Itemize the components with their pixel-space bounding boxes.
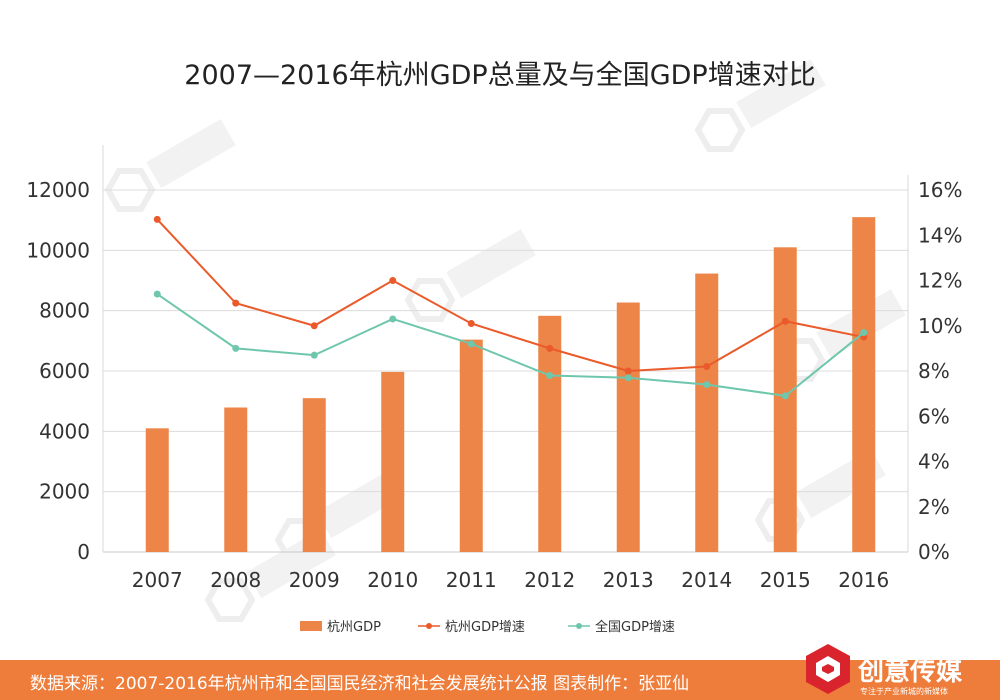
line-national-growth <box>156 293 865 397</box>
watermark-icon <box>694 59 826 153</box>
x-tick-label: 2015 <box>760 568 811 592</box>
right-tick-label: 4% <box>918 450 950 474</box>
brand-name: 创意传媒 <box>857 656 963 687</box>
point-2012 <box>546 344 554 352</box>
x-tick-label: 2016 <box>838 568 889 592</box>
line-series <box>153 215 868 400</box>
brand-mark-icon <box>806 644 850 694</box>
right-tick-label: 2% <box>918 495 950 519</box>
point-2015 <box>781 317 789 325</box>
bar-series <box>145 217 876 553</box>
x-tick-label: 2007 <box>132 568 183 592</box>
point-2014 <box>703 362 711 370</box>
right-tick-label: 14% <box>918 223 962 247</box>
watermark-icon <box>104 119 236 213</box>
left-tick-label: 8000 <box>39 299 90 323</box>
point-2011 <box>467 340 475 348</box>
x-tick-label: 2010 <box>367 568 418 592</box>
x-axis: 2007 2008 2009 2010 2011 2012 2013 2014 2015 2016 <box>132 568 889 592</box>
source-note: 数据来源：2007-2016年杭州市和全国国民经济和社会发展统计公报 图表制作：… <box>30 674 690 694</box>
point-2010 <box>389 315 397 323</box>
bar-2008 <box>224 407 248 552</box>
legend-label: 杭州GDP <box>327 620 381 635</box>
point-2012 <box>546 372 554 380</box>
point-2009 <box>310 322 318 330</box>
point-2016 <box>860 329 868 337</box>
bar-2015 <box>773 247 797 553</box>
right-tick-label: 12% <box>918 269 962 293</box>
point-2008 <box>232 344 240 352</box>
legend-marker <box>576 623 582 629</box>
point-2007 <box>153 215 161 223</box>
bar-2011 <box>459 339 483 552</box>
legend-item: 杭州GDP <box>300 620 381 635</box>
left-tick-label: 12000 <box>26 178 90 202</box>
bar-2014 <box>695 273 719 552</box>
right-tick-label: 8% <box>918 359 950 383</box>
brand-slogan: 专注于产业新城的新媒体 <box>860 686 948 696</box>
right-tick-label: 0% <box>918 540 950 564</box>
right-tick-label: 10% <box>918 314 962 338</box>
right-tick-label: 16% <box>918 178 962 202</box>
point-2007 <box>153 290 161 298</box>
right-tick-label: 6% <box>918 404 950 428</box>
left-tick-label: 4000 <box>39 419 90 443</box>
x-tick-label: 2011 <box>446 568 497 592</box>
bar-2016 <box>852 217 876 552</box>
left-tick-label: 6000 <box>39 359 90 383</box>
line-hangzhou-growth <box>156 218 864 373</box>
left-tick-label: 0 <box>77 540 90 564</box>
legend-item: 全国GDP增速 <box>568 619 675 635</box>
bar-2009 <box>302 398 326 552</box>
point-2015 <box>781 392 789 400</box>
point-2009 <box>310 351 318 359</box>
x-tick-label: 2012 <box>524 568 575 592</box>
brand-logo: 创意传媒 专注于产业新城的新媒体 <box>800 644 1000 700</box>
left-tick-label: 2000 <box>39 480 90 504</box>
legend-marker <box>426 623 432 629</box>
bar-2007 <box>145 428 169 552</box>
legend-label: 全国GDP增速 <box>595 619 675 635</box>
legend-label: 杭州GDP增速 <box>445 620 525 635</box>
legend-item: 杭州GDP增速 <box>418 620 525 635</box>
x-tick-label: 2014 <box>681 568 732 592</box>
point-2013 <box>624 367 632 375</box>
point-2011 <box>467 319 475 327</box>
chart: 2007—2016年杭州GDP总量及与全国GDP增速对比 0 2000 4000 60… <box>26 59 962 635</box>
bar-2010 <box>381 371 405 552</box>
chart-title: 2007—2016年杭州GDP总量及与全国GDP增速对比 <box>184 60 815 91</box>
point-2013 <box>624 374 632 382</box>
point-2008 <box>232 299 240 307</box>
x-tick-label: 2013 <box>603 568 654 592</box>
point-2010 <box>389 277 397 284</box>
x-tick-label: 2008 <box>210 568 261 592</box>
legend: 杭州GDP 杭州GDP增速 全国GDP增速 <box>300 619 675 635</box>
legend-swatch <box>300 621 322 631</box>
right-axis: 0% 2% 4% 6% 8% 10% 12% 14% 16% <box>918 178 962 564</box>
left-axis: 0 2000 4000 6000 8000 10000 12000 <box>26 178 90 564</box>
watermark-icon <box>404 229 536 323</box>
bar-2013 <box>616 302 640 552</box>
x-tick-label: 2009 <box>289 568 340 592</box>
point-2014 <box>703 381 711 389</box>
left-tick-label: 10000 <box>26 238 90 262</box>
